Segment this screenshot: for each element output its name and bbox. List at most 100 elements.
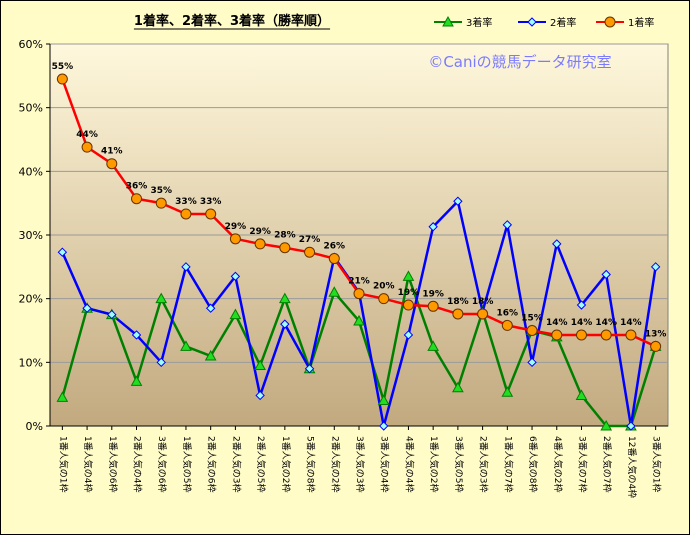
- series-point: [453, 196, 463, 206]
- data-label: 18%: [447, 297, 469, 307]
- series-point: [106, 158, 118, 170]
- data-label: 19%: [422, 289, 444, 299]
- x-tick-label: 2番人気の3枠: [230, 436, 242, 492]
- data-label: 14%: [620, 318, 642, 328]
- data-labels: 55%44%41%36% 35%33% 33%29%29% 28% 27%26%21%2…: [52, 62, 667, 339]
- data-label: 14%: [595, 318, 617, 328]
- series-point: [452, 308, 464, 320]
- series-point: [477, 308, 489, 320]
- series-point: [626, 421, 636, 431]
- series-point: [205, 303, 216, 313]
- series-point: [278, 292, 291, 304]
- series-point: [625, 329, 637, 341]
- data-label: 14%: [546, 318, 568, 328]
- x-tick-label: 1番人気の6枠: [107, 436, 119, 492]
- series-point: [650, 340, 662, 352]
- series-point: [650, 262, 661, 272]
- series-point: [575, 389, 588, 400]
- series-point: [56, 73, 68, 85]
- series-point: [229, 233, 241, 245]
- series-point: [501, 386, 514, 397]
- series-point: [600, 329, 612, 341]
- series-point: [575, 329, 587, 341]
- y-tick-label: 60%: [19, 38, 43, 51]
- data-label: 18%: [472, 297, 494, 307]
- series-point: [551, 329, 563, 341]
- series-point: [527, 357, 537, 368]
- legend-marker: [527, 17, 537, 27]
- y-axis: 0% 10% 20% 30% 40% 50% 60%: [19, 38, 51, 433]
- x-tick-label: 2番人気の4枠: [132, 436, 144, 492]
- series-point: [230, 271, 241, 282]
- series-point: [601, 269, 611, 280]
- data-label: 35%: [150, 186, 172, 196]
- x-tick-label: 2番人気の2枠: [329, 436, 341, 492]
- series-point: [131, 193, 143, 205]
- series-point: [304, 246, 316, 258]
- data-label: 55%: [52, 62, 74, 72]
- series-point: [57, 247, 68, 257]
- chart-title: 1着率、2着率、3着率（勝率順）: [134, 13, 330, 29]
- y-tick-label: 20%: [19, 293, 43, 306]
- x-tick-label: 2番人気の7枠: [601, 436, 613, 492]
- series-point: [155, 197, 167, 209]
- y-tick-label: 30%: [19, 229, 43, 242]
- series-point: [130, 375, 143, 386]
- series-point: [180, 208, 192, 220]
- data-label: 28%: [274, 231, 296, 241]
- series-point: [379, 421, 389, 431]
- x-tick-label: 3番人気の3枠: [354, 436, 366, 492]
- data-label: 19%: [398, 288, 420, 298]
- series-group: [56, 73, 662, 431]
- series-point: [600, 419, 613, 431]
- x-tick-label: 4番人気の2枠: [552, 436, 564, 492]
- data-label: 16%: [497, 308, 519, 318]
- legend-marker: [604, 16, 616, 28]
- data-label: 15%: [521, 314, 543, 324]
- x-tick-label: 3番人気の5枠: [453, 436, 465, 492]
- data-label: 33%: [175, 197, 197, 207]
- data-label: 14%: [571, 318, 593, 328]
- data-label: 29%: [249, 227, 271, 237]
- series-point: [428, 222, 438, 232]
- y-tick-label: 50%: [19, 102, 43, 115]
- series-point: [328, 253, 340, 265]
- data-label: 20%: [373, 282, 395, 292]
- legend-label: 3着率: [466, 16, 492, 29]
- series-point: [280, 319, 290, 329]
- series-point: [131, 330, 142, 340]
- series-point: [427, 340, 440, 351]
- series-point: [107, 309, 117, 320]
- data-label: 36%: [126, 182, 148, 192]
- series-point: [56, 391, 69, 402]
- series-point: [279, 242, 291, 254]
- series-point: [402, 299, 414, 311]
- series-point: [576, 300, 587, 310]
- series-point: [552, 239, 562, 249]
- data-label: 13%: [645, 329, 667, 339]
- series-point: [255, 390, 265, 401]
- legend-marker: [442, 15, 454, 27]
- x-tick-label: 5番人気の8枠: [305, 436, 317, 492]
- series-point: [353, 288, 365, 300]
- y-tick-label: 40%: [19, 165, 43, 178]
- series-point: [526, 325, 538, 336]
- series-point: [353, 314, 365, 326]
- legend-label: 2着率: [550, 16, 576, 29]
- series-point: [254, 238, 266, 250]
- series-point: [156, 357, 166, 368]
- data-label: 41%: [101, 147, 123, 157]
- series-point: [328, 286, 341, 297]
- series-point: [204, 349, 217, 361]
- x-tick-label: 2番人気の6枠: [206, 436, 218, 492]
- x-tick-label: 4番人気の4枠: [403, 436, 415, 492]
- watermark-text: ©Caniの競馬データ研究室: [428, 53, 611, 71]
- y-tick-label: 10%: [19, 356, 43, 369]
- data-label: 26%: [324, 242, 346, 252]
- series-point: [205, 208, 217, 220]
- series-point: [180, 340, 192, 351]
- x-tick-label: 1番人気の1枠: [57, 436, 69, 492]
- series-point: [304, 363, 315, 374]
- series-point: [377, 394, 390, 406]
